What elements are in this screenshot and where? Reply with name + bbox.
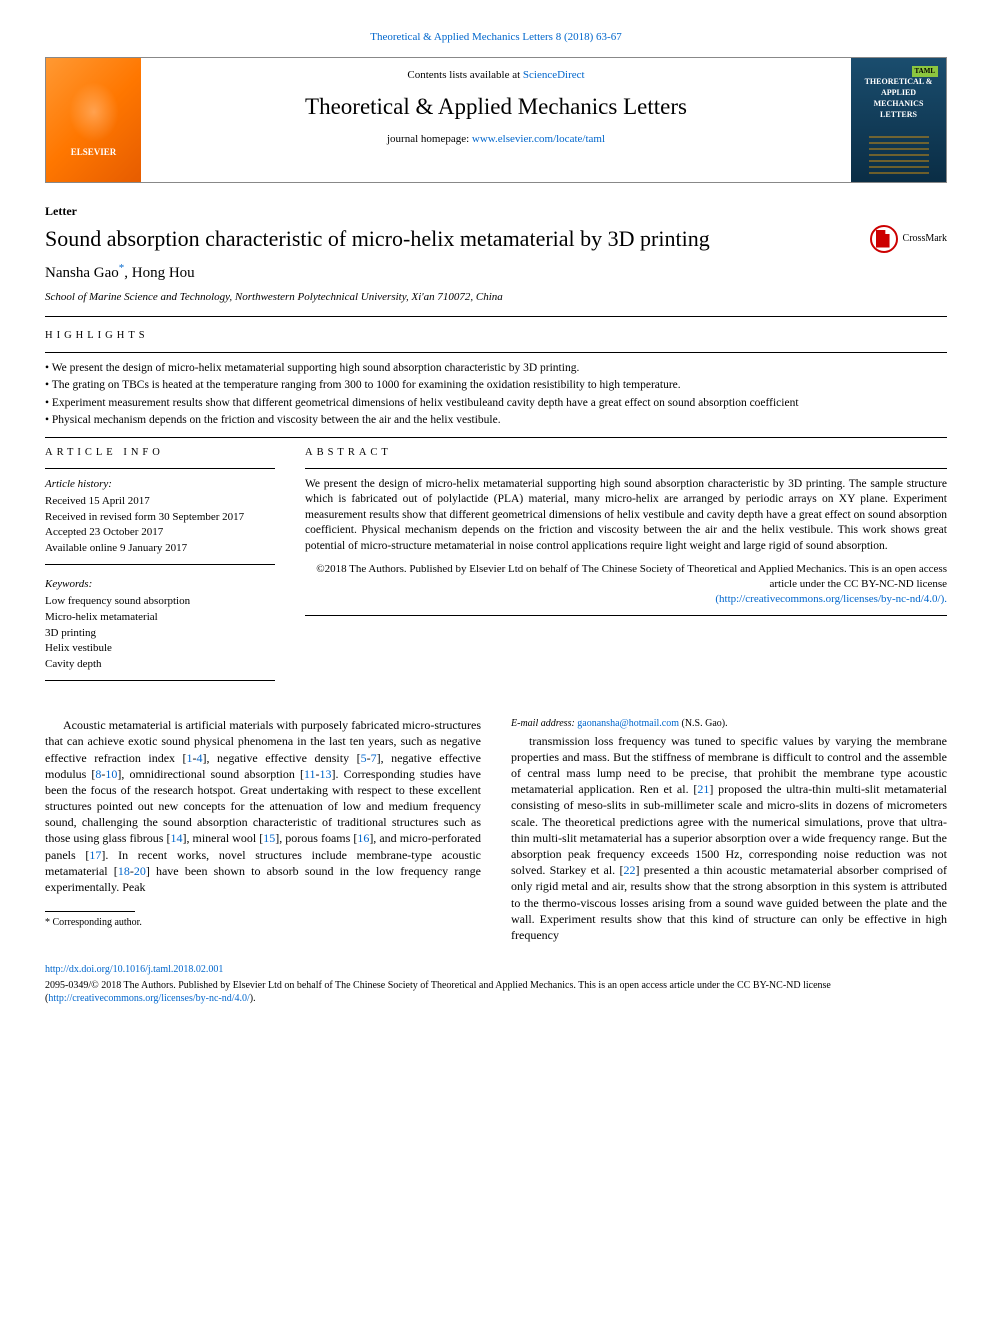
highlight-item: We present the design of micro-helix met… (45, 361, 947, 377)
homepage-link[interactable]: www.elsevier.com/locate/taml (472, 133, 605, 145)
abstract-copyright: ©2018 The Authors. Published by Elsevier… (305, 562, 947, 607)
history-received: Received 15 April 2017 (45, 494, 275, 509)
email-suffix: (N.S. Gao). (679, 718, 728, 729)
affiliation: School of Marine Science and Technology,… (45, 290, 947, 305)
rule (45, 316, 947, 317)
rule (45, 468, 275, 469)
highlight-item: Physical mechanism depends on the fricti… (45, 413, 947, 429)
header-center: Contents lists available at ScienceDirec… (141, 58, 851, 183)
homepage-line: journal homepage: www.elsevier.com/locat… (161, 132, 831, 147)
cover-wave-graphic (869, 134, 929, 174)
crossmark-badge[interactable]: CrossMark (870, 225, 947, 253)
cover-badge: TAML (912, 66, 938, 77)
ref-link[interactable]: 5 (361, 751, 367, 765)
ref-link[interactable]: 20 (134, 864, 146, 878)
history-title: Article history: (45, 477, 275, 492)
citation-link[interactable]: Theoretical & Applied Mechanics Letters … (370, 31, 621, 43)
elsevier-logo: ELSEVIER (46, 58, 141, 183)
abstract-block: ABSTRACT We present the design of micro-… (305, 446, 947, 689)
rule (45, 564, 275, 565)
body-columns: Acoustic metamaterial is artificial mate… (45, 717, 947, 943)
ref-link[interactable]: 18 (118, 864, 130, 878)
contents-prefix: Contents lists available at (407, 69, 522, 81)
contents-line: Contents lists available at ScienceDirec… (161, 68, 831, 83)
sciencedirect-link[interactable]: ScienceDirect (523, 69, 585, 81)
cover-label: THEORETICAL & APPLIED MECHANICS LETTERS (859, 77, 938, 120)
ref-link[interactable]: 1 (187, 751, 193, 765)
author-2: Hong Hou (132, 265, 195, 281)
journal-name: Theoretical & Applied Mechanics Letters (161, 91, 831, 122)
keyword: 3D printing (45, 626, 275, 641)
author-email-link[interactable]: gaonansha@hotmail.com (577, 718, 679, 729)
doi-link[interactable]: http://dx.doi.org/10.1016/j.taml.2018.02… (45, 964, 223, 975)
journal-header-box: ELSEVIER Contents lists available at Sci… (45, 57, 947, 184)
ref-link[interactable]: 8 (95, 767, 101, 781)
corresponding-author-star[interactable]: * (119, 262, 125, 274)
keyword: Cavity depth (45, 657, 275, 672)
highlights-list: We present the design of micro-helix met… (45, 361, 947, 429)
page-footer: http://dx.doi.org/10.1016/j.taml.2018.02… (45, 963, 947, 1005)
history-accepted: Accepted 23 October 2017 (45, 525, 275, 540)
email-label: E-mail address: (511, 718, 577, 729)
rule (305, 468, 947, 469)
rule (45, 437, 947, 438)
citation-header: Theoretical & Applied Mechanics Letters … (45, 30, 947, 45)
ref-link[interactable]: 22 (623, 863, 635, 877)
elsevier-tree-icon (69, 82, 119, 142)
author-1: Nansha Gao (45, 265, 119, 281)
body-paragraph-2: transmission loss frequency was tuned to… (511, 733, 947, 943)
cc-license-link[interactable]: (http://creativecommons.org/licenses/by-… (715, 593, 947, 605)
license-suffix: ). (250, 993, 256, 1004)
journal-cover-thumbnail: TAML THEORETICAL & APPLIED MECHANICS LET… (851, 58, 946, 183)
homepage-prefix: journal homepage: (387, 133, 472, 145)
ref-link[interactable]: 10 (105, 767, 117, 781)
rule (305, 615, 947, 616)
corresponding-author-footnote: * Corresponding author. (45, 916, 481, 930)
article-type: Letter (45, 203, 947, 219)
ref-link[interactable]: 14 (170, 831, 182, 845)
email-footnote: E-mail address: gaonansha@hotmail.com (N… (511, 717, 947, 731)
article-info-label: ARTICLE INFO (45, 446, 275, 460)
ref-link[interactable]: 4 (197, 751, 203, 765)
keywords-title: Keywords: (45, 577, 275, 592)
ref-link[interactable]: 11 (304, 767, 316, 781)
abstract-label: ABSTRACT (305, 446, 947, 460)
keyword: Micro-helix metamaterial (45, 610, 275, 625)
ref-link[interactable]: 7 (371, 751, 377, 765)
keyword: Helix vestibule (45, 641, 275, 656)
elsevier-logo-text: ELSEVIER (71, 146, 117, 158)
ref-link[interactable]: 16 (357, 831, 369, 845)
ref-link[interactable]: 15 (263, 831, 275, 845)
history-revised: Received in revised form 30 September 20… (45, 510, 275, 525)
rule (45, 680, 275, 681)
license-text: 2095-0349/© 2018 The Authors. Published … (45, 979, 947, 1005)
highlights-label: HIGHLIGHTS (45, 329, 947, 343)
highlight-item: Experiment measurement results show that… (45, 396, 947, 412)
highlight-item: The grating on TBCs is heated at the tem… (45, 378, 947, 394)
ref-link[interactable]: 17 (89, 848, 101, 862)
body-paragraph-1: Acoustic metamaterial is artificial mate… (45, 717, 481, 895)
copyright-text: ©2018 The Authors. Published by Elsevier… (316, 563, 947, 590)
ref-link[interactable]: 13 (320, 767, 332, 781)
authors: Nansha Gao*, Hong Hou (45, 261, 947, 283)
ref-link[interactable]: 21 (697, 782, 709, 796)
keyword: Low frequency sound absorption (45, 594, 275, 609)
article-info-block: ARTICLE INFO Article history: Received 1… (45, 446, 275, 689)
abstract-text: We present the design of micro-helix met… (305, 477, 947, 555)
crossmark-icon (870, 225, 898, 253)
history-online: Available online 9 January 2017 (45, 541, 275, 556)
footnote-separator (45, 911, 135, 912)
rule (45, 352, 947, 353)
license-link[interactable]: http://creativecommons.org/licenses/by-n… (48, 993, 249, 1004)
crossmark-label: CrossMark (903, 232, 947, 246)
article-title: Sound absorption characteristic of micro… (45, 224, 870, 254)
